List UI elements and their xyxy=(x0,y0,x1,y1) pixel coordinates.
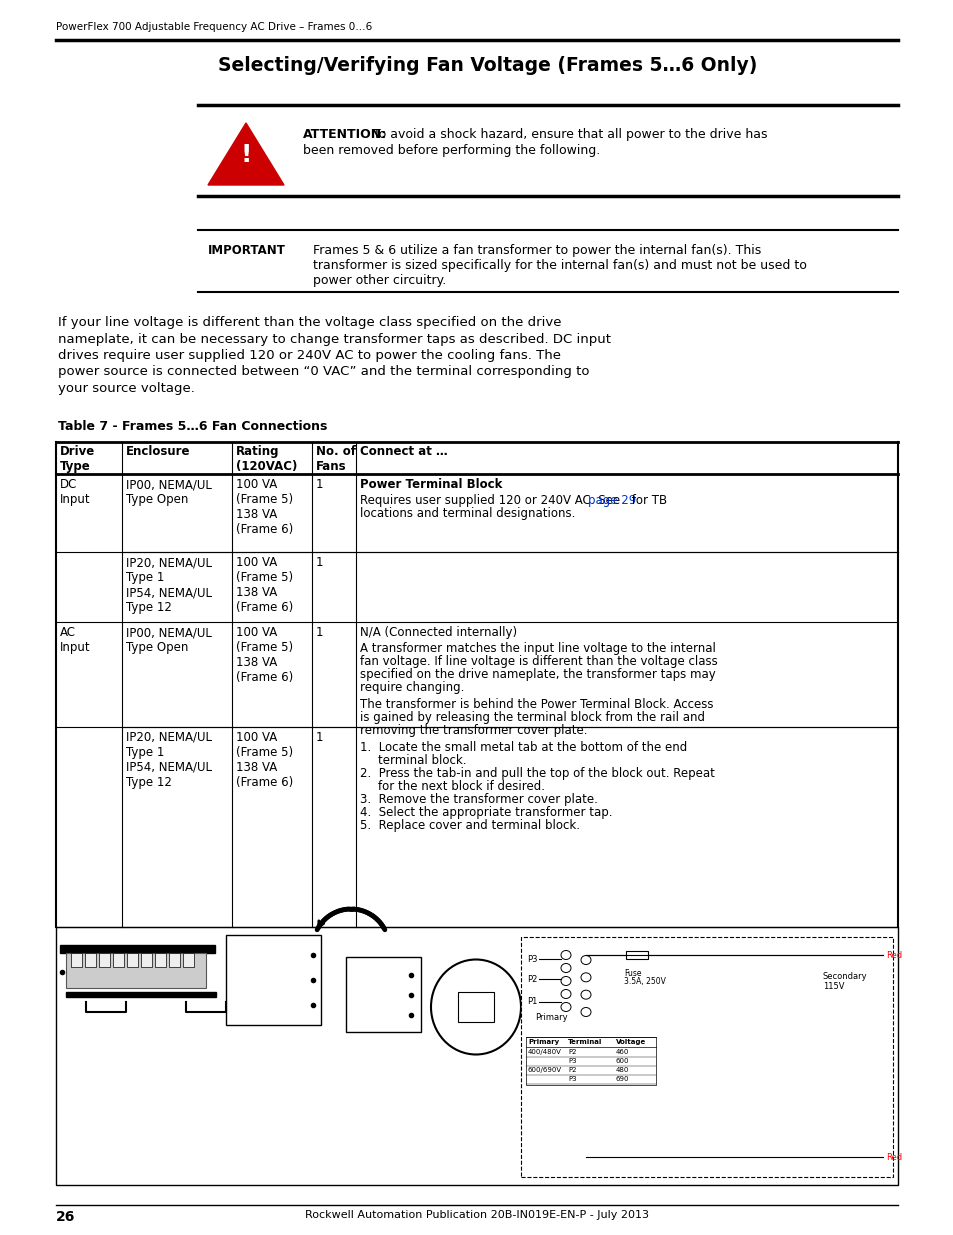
Text: Red: Red xyxy=(885,951,902,960)
Text: your source voltage.: your source voltage. xyxy=(58,382,194,395)
Bar xyxy=(66,953,206,988)
Text: 1: 1 xyxy=(315,626,323,638)
Text: 600: 600 xyxy=(616,1058,629,1065)
Text: 3.  Remove the transformer cover plate.: 3. Remove the transformer cover plate. xyxy=(359,793,598,806)
Text: A transformer matches the input line voltage to the internal: A transformer matches the input line vol… xyxy=(359,642,715,655)
Text: nameplate, it can be necessary to change transformer taps as described. DC input: nameplate, it can be necessary to change… xyxy=(58,332,610,346)
Text: power other circuitry.: power other circuitry. xyxy=(313,274,446,287)
Text: 5.  Replace cover and terminal block.: 5. Replace cover and terminal block. xyxy=(359,819,579,832)
Text: 26: 26 xyxy=(56,1210,75,1224)
Text: 1: 1 xyxy=(315,556,323,569)
Text: 1.  Locate the small metal tab at the bottom of the end: 1. Locate the small metal tab at the bot… xyxy=(359,741,686,755)
Bar xyxy=(127,953,138,967)
Text: been removed before performing the following.: been removed before performing the follo… xyxy=(303,144,599,157)
Text: Frames 5 & 6 utilize a fan transformer to power the internal fan(s). This: Frames 5 & 6 utilize a fan transformer t… xyxy=(313,245,760,257)
Text: Requires user supplied 120 or 240V AC. See: Requires user supplied 120 or 240V AC. S… xyxy=(359,494,623,508)
Ellipse shape xyxy=(560,1003,571,1011)
Text: removing the transformer cover plate.: removing the transformer cover plate. xyxy=(359,724,587,737)
Text: Drive
Type: Drive Type xyxy=(60,445,95,473)
Text: Fuse: Fuse xyxy=(623,969,640,978)
Bar xyxy=(625,951,647,960)
Text: IP20, NEMA/UL
Type 1
IP54, NEMA/UL
Type 12: IP20, NEMA/UL Type 1 IP54, NEMA/UL Type … xyxy=(126,731,212,789)
Text: AC
Input: AC Input xyxy=(60,626,91,655)
Text: IP00, NEMA/UL
Type Open: IP00, NEMA/UL Type Open xyxy=(126,478,212,506)
Text: 400/480V: 400/480V xyxy=(527,1049,561,1055)
Text: DC
Input: DC Input xyxy=(60,478,91,506)
Ellipse shape xyxy=(580,990,590,999)
Bar xyxy=(141,953,152,967)
Text: is gained by releasing the terminal block from the rail and: is gained by releasing the terminal bloc… xyxy=(359,711,704,724)
Text: page 29: page 29 xyxy=(587,494,636,508)
Bar xyxy=(66,992,215,997)
Text: IP00, NEMA/UL
Type Open: IP00, NEMA/UL Type Open xyxy=(126,626,212,655)
Text: If your line voltage is different than the voltage class specified on the drive: If your line voltage is different than t… xyxy=(58,316,561,329)
Ellipse shape xyxy=(580,973,590,982)
Text: 600/690V: 600/690V xyxy=(527,1067,561,1073)
Ellipse shape xyxy=(560,951,571,960)
Text: No. of
Fans: No. of Fans xyxy=(315,445,355,473)
Text: Primary: Primary xyxy=(535,1013,567,1021)
Text: transformer is sized specifically for the internal fan(s) and must not be used t: transformer is sized specifically for th… xyxy=(313,259,806,272)
Text: P2: P2 xyxy=(526,974,537,983)
Text: terminal block.: terminal block. xyxy=(377,755,466,767)
Text: ATTENTION:: ATTENTION: xyxy=(303,128,387,141)
Text: Rockwell Automation Publication 20B-IN019E-EN-P - July 2013: Rockwell Automation Publication 20B-IN01… xyxy=(305,1210,648,1220)
Bar xyxy=(346,957,420,1032)
Ellipse shape xyxy=(560,989,571,999)
Ellipse shape xyxy=(580,956,590,965)
Text: 100 VA
(Frame 5)
138 VA
(Frame 6): 100 VA (Frame 5) 138 VA (Frame 6) xyxy=(235,478,293,536)
Text: for the next block if desired.: for the next block if desired. xyxy=(377,781,544,793)
Text: P2: P2 xyxy=(567,1067,576,1073)
Text: Red: Red xyxy=(885,1152,902,1161)
Text: IP20, NEMA/UL
Type 1
IP54, NEMA/UL
Type 12: IP20, NEMA/UL Type 1 IP54, NEMA/UL Type … xyxy=(126,556,212,614)
Text: fan voltage. If line voltage is different than the voltage class: fan voltage. If line voltage is differen… xyxy=(359,655,717,668)
Text: 1: 1 xyxy=(315,731,323,743)
Text: 3.5A, 250V: 3.5A, 250V xyxy=(623,977,665,986)
Bar xyxy=(169,953,180,967)
Text: specified on the drive nameplate, the transformer taps may: specified on the drive nameplate, the tr… xyxy=(359,668,715,680)
Ellipse shape xyxy=(560,977,571,986)
Bar xyxy=(71,953,82,967)
Ellipse shape xyxy=(560,963,571,972)
Text: 100 VA
(Frame 5)
138 VA
(Frame 6): 100 VA (Frame 5) 138 VA (Frame 6) xyxy=(235,731,293,789)
Text: 480: 480 xyxy=(616,1067,629,1073)
Text: P3: P3 xyxy=(526,955,537,963)
Text: P1: P1 xyxy=(526,998,537,1007)
Text: for TB: for TB xyxy=(627,494,666,508)
Text: locations and terminal designations.: locations and terminal designations. xyxy=(359,508,575,520)
Text: !: ! xyxy=(240,143,252,168)
Text: 100 VA
(Frame 5)
138 VA
(Frame 6): 100 VA (Frame 5) 138 VA (Frame 6) xyxy=(235,556,293,614)
Ellipse shape xyxy=(580,1008,590,1016)
Text: IMPORTANT: IMPORTANT xyxy=(208,245,286,257)
Text: Primary: Primary xyxy=(527,1039,558,1045)
Bar xyxy=(56,927,897,1186)
Bar xyxy=(60,945,214,953)
Text: Rating
(120VAC): Rating (120VAC) xyxy=(235,445,297,473)
Text: Connect at …: Connect at … xyxy=(359,445,447,458)
Text: Power Terminal Block: Power Terminal Block xyxy=(359,478,502,492)
Text: drives require user supplied 120 or 240V AC to power the cooling fans. The: drives require user supplied 120 or 240V… xyxy=(58,350,560,362)
Text: 1: 1 xyxy=(315,478,323,492)
Bar xyxy=(226,935,320,1025)
Bar xyxy=(525,1037,656,1086)
Text: 100 VA
(Frame 5)
138 VA
(Frame 6): 100 VA (Frame 5) 138 VA (Frame 6) xyxy=(235,626,293,684)
Text: Selecting/Verifying Fan Voltage (Frames 5…6 Only): Selecting/Verifying Fan Voltage (Frames … xyxy=(218,56,757,75)
Text: power source is connected between “0 VAC” and the terminal corresponding to: power source is connected between “0 VAC… xyxy=(58,366,589,378)
Text: 690: 690 xyxy=(616,1076,629,1082)
Text: Enclosure: Enclosure xyxy=(126,445,191,458)
Bar xyxy=(85,953,96,967)
Text: N/A (Connected internally): N/A (Connected internally) xyxy=(359,626,517,638)
Text: 4.  Select the appropriate transformer tap.: 4. Select the appropriate transformer ta… xyxy=(359,806,612,819)
Bar xyxy=(183,953,193,967)
Bar xyxy=(112,953,124,967)
Text: Voltage: Voltage xyxy=(616,1039,645,1045)
Bar xyxy=(99,953,110,967)
Text: 460: 460 xyxy=(616,1049,629,1055)
Bar xyxy=(154,953,166,967)
Bar xyxy=(520,937,892,1177)
Text: P3: P3 xyxy=(567,1058,576,1065)
Text: P3: P3 xyxy=(567,1076,576,1082)
Ellipse shape xyxy=(431,960,520,1055)
Bar xyxy=(457,992,494,1023)
Text: Secondary
115V: Secondary 115V xyxy=(822,972,866,992)
